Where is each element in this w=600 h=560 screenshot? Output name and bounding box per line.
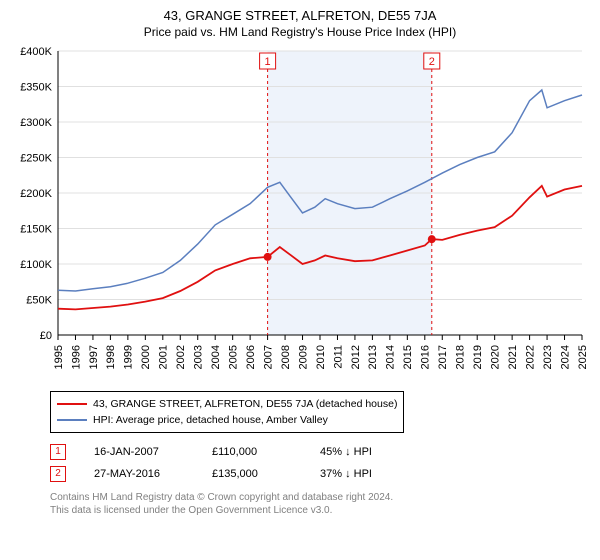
svg-text:1997: 1997	[88, 345, 100, 369]
svg-text:£150K: £150K	[20, 224, 52, 236]
svg-text:2025: 2025	[577, 345, 589, 369]
svg-text:2018: 2018	[455, 345, 467, 369]
svg-text:£200K: £200K	[20, 188, 52, 200]
svg-text:£350K: £350K	[20, 82, 52, 94]
svg-text:2014: 2014	[385, 345, 397, 369]
price-chart: £0 £50K £100K £150K £200K £250K £300K £350K £400…	[10, 45, 590, 385]
svg-text:2002: 2002	[175, 345, 187, 369]
svg-text:2008: 2008	[280, 345, 292, 369]
svg-text:2016: 2016	[420, 345, 432, 369]
svg-text:2010: 2010	[315, 345, 327, 369]
svg-text:2020: 2020	[490, 345, 502, 369]
legend-item: 43, GRANGE STREET, ALFRETON, DE55 7JA (d…	[57, 396, 397, 412]
event-price: £110,000	[212, 441, 292, 463]
event-hpi: 45% ↓ HPI	[320, 441, 420, 463]
svg-text:£400K: £400K	[20, 46, 52, 58]
svg-text:2015: 2015	[402, 345, 414, 369]
chart-subtitle: Price paid vs. HM Land Registry's House …	[10, 25, 590, 39]
svg-text:£100K: £100K	[20, 259, 52, 271]
svg-text:1998: 1998	[105, 345, 117, 369]
svg-text:1995: 1995	[53, 345, 65, 369]
chart-title: 43, GRANGE STREET, ALFRETON, DE55 7JA	[10, 8, 590, 23]
svg-text:2023: 2023	[542, 345, 554, 369]
legend-label: 43, GRANGE STREET, ALFRETON, DE55 7JA (d…	[93, 396, 397, 412]
svg-text:2006: 2006	[245, 345, 257, 369]
svg-text:2011: 2011	[332, 345, 344, 369]
svg-text:2000: 2000	[140, 345, 152, 369]
svg-text:2017: 2017	[437, 345, 449, 369]
event-hpi: 37% ↓ HPI	[320, 463, 420, 485]
legend-item: HPI: Average price, detached house, Ambe…	[57, 412, 397, 428]
svg-text:2009: 2009	[297, 345, 309, 369]
svg-text:2021: 2021	[507, 345, 519, 369]
svg-text:2003: 2003	[193, 345, 205, 369]
legend: 43, GRANGE STREET, ALFRETON, DE55 7JA (d…	[50, 391, 404, 433]
svg-text:2019: 2019	[472, 345, 484, 369]
attribution-line: Contains HM Land Registry data © Crown c…	[50, 491, 590, 504]
event-date: 27-MAY-2016	[94, 463, 184, 485]
event-row: 1 16-JAN-2007 £110,000 45% ↓ HPI	[50, 441, 590, 463]
svg-text:2013: 2013	[367, 345, 379, 369]
legend-label: HPI: Average price, detached house, Ambe…	[93, 412, 328, 428]
event-row: 2 27-MAY-2016 £135,000 37% ↓ HPI	[50, 463, 590, 485]
svg-text:£50K: £50K	[26, 295, 52, 307]
svg-text:2001: 2001	[158, 345, 170, 369]
event-table: 1 16-JAN-2007 £110,000 45% ↓ HPI 2 27-MAY-201…	[50, 441, 590, 485]
svg-text:2004: 2004	[210, 345, 222, 369]
svg-text:2012: 2012	[350, 345, 362, 369]
attribution: Contains HM Land Registry data © Crown c…	[50, 491, 590, 517]
svg-text:2022: 2022	[524, 345, 536, 369]
legend-swatch	[57, 403, 87, 405]
event-price: £135,000	[212, 463, 292, 485]
svg-text:2: 2	[429, 56, 435, 68]
svg-text:£300K: £300K	[20, 117, 52, 129]
svg-text:1999: 1999	[123, 345, 135, 369]
svg-text:2024: 2024	[559, 345, 571, 369]
svg-text:2005: 2005	[228, 345, 240, 369]
event-marker: 2	[50, 466, 66, 482]
svg-text:1996: 1996	[70, 345, 82, 369]
event-marker: 1	[50, 444, 66, 460]
attribution-line: This data is licensed under the Open Gov…	[50, 504, 590, 517]
legend-swatch	[57, 419, 87, 421]
svg-text:£250K: £250K	[20, 153, 52, 165]
svg-text:2007: 2007	[262, 345, 274, 369]
event-date: 16-JAN-2007	[94, 441, 184, 463]
svg-text:1: 1	[265, 56, 271, 68]
svg-text:£0: £0	[40, 330, 52, 342]
